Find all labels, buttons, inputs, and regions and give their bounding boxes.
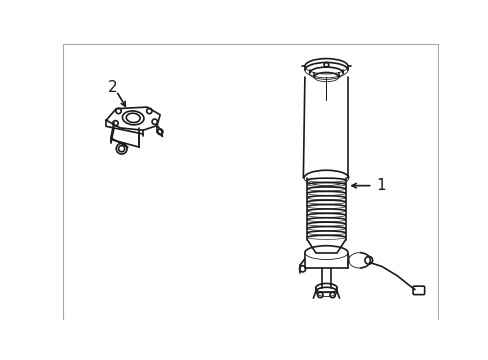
- Text: 2: 2: [107, 80, 117, 95]
- Text: 1: 1: [376, 178, 386, 193]
